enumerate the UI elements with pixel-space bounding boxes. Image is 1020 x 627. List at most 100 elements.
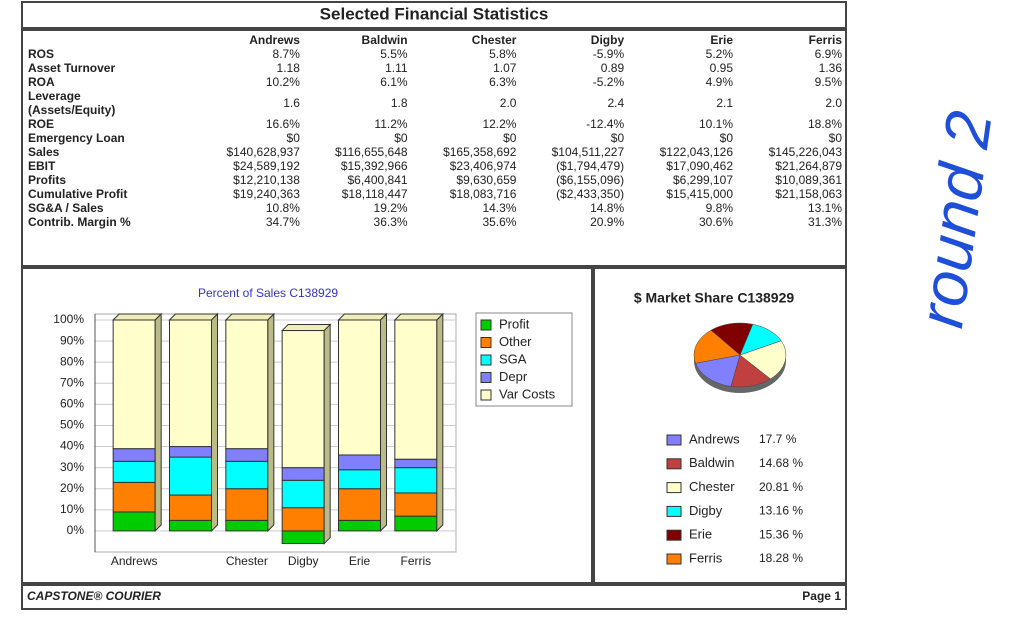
table-cell: 6.1% [380, 75, 408, 89]
value-label: 17.7 % [759, 432, 797, 446]
bar-segment [112, 448, 156, 462]
row-label-cell: SG&A / Sales [26, 201, 193, 215]
value-label: 14.68 % [759, 456, 803, 470]
table-cell: $19,240,363 [233, 187, 300, 201]
x-tick-label: Ferris [400, 554, 431, 568]
table-row: Cumulative Profit $19,240,363 $18,118,447 $… [26, 187, 844, 201]
table-cell: -12.4% [586, 117, 625, 131]
bar-segment [338, 469, 381, 490]
y-tick-label: 90% [60, 333, 84, 347]
pie-slice [693, 329, 741, 364]
row-label-cell: Emergency Loan [26, 131, 193, 145]
table-row: Profits $12,210,138 $6,400,841 $9,630,659 ($… [26, 173, 844, 187]
chart-title: $ Market Share C138929 [634, 290, 795, 306]
table-cell: $116,655,648 [335, 145, 408, 159]
table-cell: $122,043,126 [659, 145, 734, 159]
y-tick-label: 40% [60, 439, 84, 453]
pie-slice [695, 354, 741, 387]
table-cell: 14.3% [482, 201, 517, 215]
value-label: 18.28 % [759, 551, 803, 565]
table-cell: $9,630,659 [456, 173, 517, 187]
table-cell: $18,083,716 [449, 187, 517, 201]
table-cell: 14.8% [590, 201, 625, 215]
footer-box [21, 584, 847, 610]
legend-swatch [480, 354, 492, 366]
row-label-cell: ROS [26, 47, 193, 61]
table-row: Sales $140,628,937 $116,655,648 $165,358,69… [26, 145, 844, 159]
legend-box [475, 312, 573, 407]
legend-swatch [666, 505, 682, 517]
bar-segment [394, 492, 438, 517]
bar-depth [267, 312, 275, 533]
column-header: Baldwin [361, 33, 408, 47]
bar-segment [338, 488, 381, 521]
table-cell: $140,628,937 [226, 145, 300, 159]
bar-segment [112, 511, 156, 532]
bar-segment [225, 319, 269, 450]
bar-depth [211, 312, 218, 533]
table-cell: 34.7% [265, 215, 300, 229]
row-label-cell: Asset Turnover [26, 61, 193, 75]
table-cell: $165,358,692 [443, 145, 517, 159]
stats-table: Andrews Baldwin Chester Digby Erie Ferris ROS 8… [26, 33, 844, 229]
row-label: Asset Turnover [28, 61, 116, 75]
bar-segment [112, 481, 156, 513]
row-label-cell: Sales [26, 145, 193, 159]
footer-left: CAPSTONE® COURIER [27, 589, 161, 603]
bar-segment [281, 530, 325, 545]
table-cell: 9.5% [814, 75, 842, 89]
table-cell: 0.89 [600, 61, 625, 75]
bar-segment [169, 319, 212, 448]
bar-segment [394, 467, 438, 494]
table-cell: $18,118,447 [341, 187, 408, 201]
table-cell: 0.95 [709, 61, 734, 75]
column-header: Ferris [808, 33, 842, 47]
x-tick-label: Andrews [111, 554, 158, 568]
bar-segment [394, 458, 438, 469]
column-header: Chester [471, 33, 517, 47]
table-cell: $21,264,879 [775, 159, 842, 173]
row-label: EBIT [28, 159, 56, 173]
legend-label: Ferris [689, 550, 723, 565]
table-cell: 31.3% [807, 215, 842, 229]
x-tick-label: Erie [349, 554, 371, 568]
table-cell: $23,406,974 [449, 159, 517, 173]
bar-segment [281, 507, 325, 532]
legend-label: Erie [689, 527, 712, 542]
table-cell: $0 [286, 131, 300, 145]
table-cell: $0 [394, 131, 408, 145]
table-cell: 5.2% [705, 47, 734, 61]
bar-segment [338, 319, 381, 456]
table-cell: $12,210,138 [233, 173, 300, 187]
bar-segment [394, 319, 438, 460]
table-cell: 1.8 [390, 96, 408, 110]
column-header: Erie [710, 33, 734, 47]
table-cell: 18.8% [807, 117, 842, 131]
table-cell: ($1,794,479) [556, 159, 625, 173]
row-label: ROE [28, 117, 55, 131]
pie-chart-box [593, 267, 847, 584]
row-label-cell: Contrib. Margin % [26, 215, 193, 229]
row-label-cell: Cumulative Profit [26, 187, 193, 201]
header-row: Andrews Baldwin Chester Digby Erie Ferris [26, 33, 844, 47]
table-cell: 30.6% [699, 215, 734, 229]
legend-label: Digby [689, 503, 723, 518]
chart-title: Percent of Sales C138929 [198, 286, 338, 300]
row-label: Leverage (Assets/Equity) [28, 89, 116, 117]
table-cell: $145,226,043 [768, 145, 842, 159]
table-cell: 2.1 [716, 96, 734, 110]
row-label: Cumulative Profit [28, 187, 128, 201]
column-header: Andrews [249, 33, 300, 47]
table-cell: $15,415,000 [666, 187, 734, 201]
table-cell: $17,090,462 [666, 159, 734, 173]
value-label: 13.16 % [759, 504, 803, 518]
page-title: Selected Financial Statistics [320, 4, 549, 23]
legend-swatch [666, 482, 682, 494]
y-tick-label: 80% [60, 354, 84, 368]
table-cell: 4.9% [705, 75, 734, 89]
table-cell: 1.6 [283, 96, 300, 110]
table-cell: 6.9% [814, 47, 842, 61]
table-cell: 19.2% [373, 201, 408, 215]
